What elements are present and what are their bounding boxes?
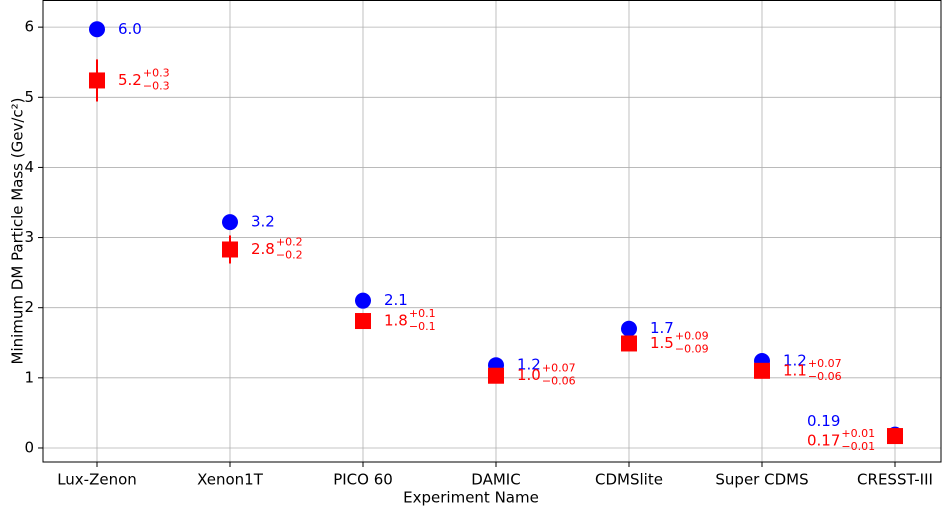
marker [887, 428, 903, 445]
marker [355, 313, 371, 330]
data-label: 1.2 [783, 352, 807, 370]
error-label: +0.3 [143, 66, 170, 79]
x-tick-label: CDMSlite [595, 471, 663, 489]
data-label: 6.0 [118, 20, 142, 38]
error-label: +0.07 [808, 357, 842, 370]
marker [222, 241, 238, 258]
x-tick-label: Xenon1T [197, 471, 264, 489]
y-tick-label: 5 [24, 88, 34, 106]
error-label: −0.06 [542, 375, 576, 388]
data-label: 3.2 [251, 213, 275, 231]
error-label: +0.09 [675, 329, 709, 342]
error-label: +0.01 [841, 427, 875, 440]
x-tick-label: CRESST-III [857, 471, 933, 489]
data-label: 0.17 [807, 432, 840, 450]
data-label: 1.5 [650, 334, 674, 352]
marker [89, 21, 105, 38]
marker [488, 367, 504, 384]
y-tick-label: 4 [24, 158, 34, 176]
data-label: 0.19 [807, 412, 840, 430]
error-label: −0.1 [409, 320, 436, 333]
marker [355, 292, 371, 309]
y-tick-label: 6 [24, 18, 34, 36]
data-label: 1.2 [517, 356, 541, 374]
marker [222, 214, 238, 231]
y-tick-label: 2 [24, 298, 34, 316]
x-axis-label: Experiment Name [403, 489, 539, 507]
x-tick-label: Lux-Zenon [57, 471, 137, 489]
y-tick-label: 0 [24, 438, 34, 456]
plot-frame [42, 0, 942, 463]
data-label: 1.0 [517, 366, 541, 384]
error-label: +0.1 [409, 307, 436, 320]
x-tick-label: DAMIC [471, 471, 520, 489]
marker [754, 362, 770, 379]
error-label: +0.07 [542, 362, 576, 375]
marker [621, 335, 637, 352]
x-tick-label: PICO 60 [333, 471, 393, 489]
error-label: −0.09 [675, 342, 709, 355]
data-label: 1.7 [650, 319, 674, 337]
y-tick-label: 3 [24, 228, 34, 246]
data-label: 1.1 [783, 361, 807, 379]
x-tick-label: Super CDMS [715, 471, 808, 489]
y-axis-label: Minimum DM Particle Mass (Gev/c²) [9, 97, 27, 364]
error-label: +0.2 [276, 235, 303, 248]
error-label: −0.01 [841, 440, 875, 453]
y-tick-label: 1 [24, 368, 34, 386]
data-label: 2.8 [251, 240, 275, 258]
error-label: −0.3 [143, 79, 170, 92]
marker [89, 72, 105, 89]
data-label: 1.8 [384, 312, 408, 330]
data-label: 5.2 [118, 71, 142, 89]
data-label: 2.1 [384, 291, 408, 309]
error-label: −0.2 [276, 248, 303, 261]
marker [621, 320, 637, 337]
error-label: −0.06 [808, 370, 842, 383]
